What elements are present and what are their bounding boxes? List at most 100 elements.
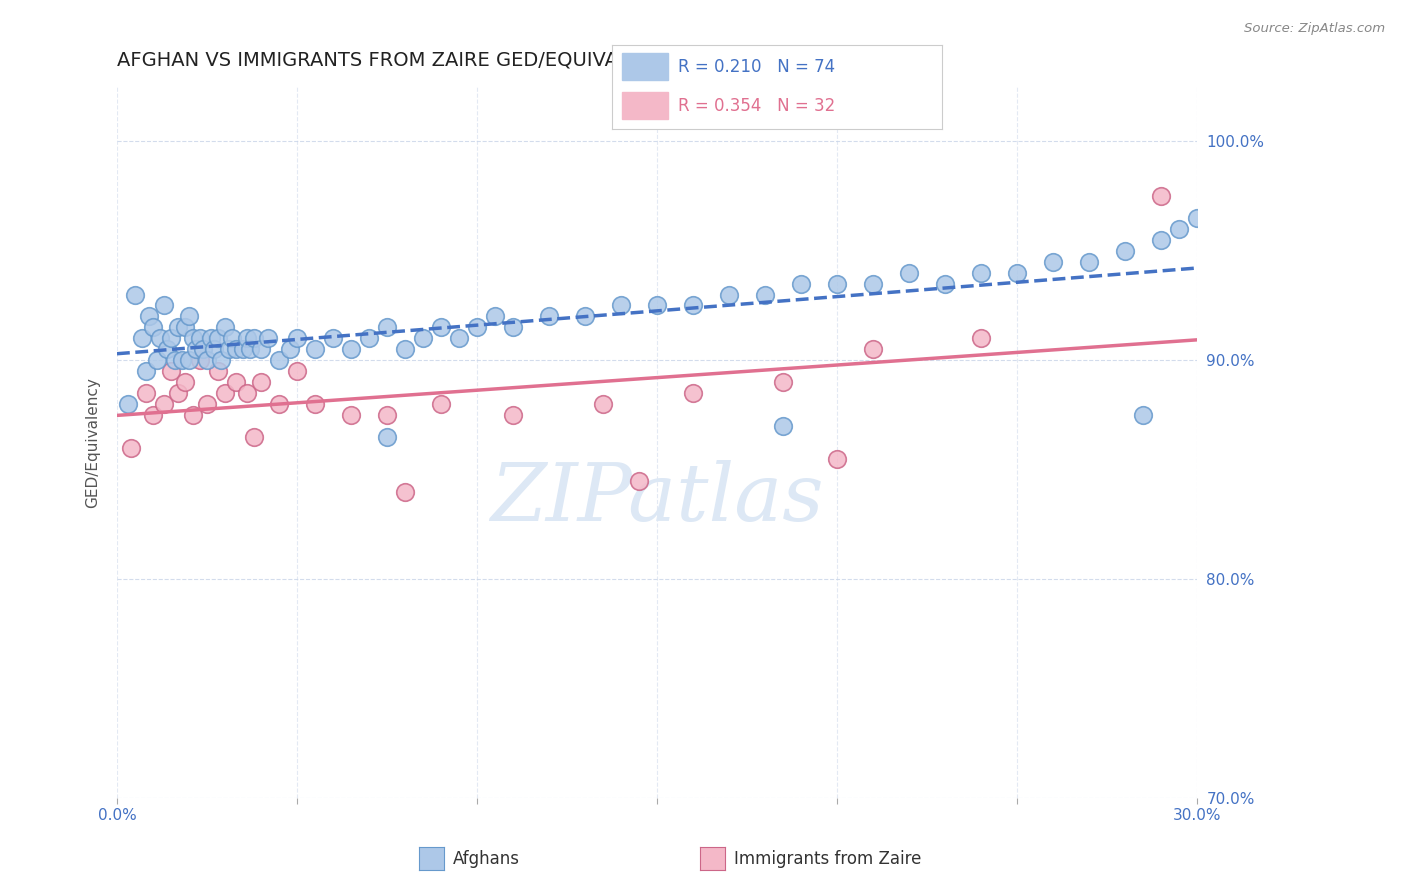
Point bbox=[225, 343, 247, 357]
Point bbox=[152, 397, 174, 411]
Point bbox=[267, 397, 290, 411]
Point bbox=[934, 277, 956, 291]
Point bbox=[135, 364, 157, 378]
Point bbox=[357, 331, 380, 345]
Point bbox=[207, 364, 229, 378]
Point bbox=[574, 310, 596, 324]
Text: Source: ZipAtlas.com: Source: ZipAtlas.com bbox=[1244, 22, 1385, 36]
Point bbox=[340, 343, 363, 357]
Point bbox=[340, 408, 363, 422]
Point bbox=[322, 331, 344, 345]
Point bbox=[138, 310, 160, 324]
Point bbox=[537, 310, 560, 324]
Point bbox=[285, 331, 308, 345]
Point bbox=[250, 343, 273, 357]
Point bbox=[257, 331, 280, 345]
Point bbox=[502, 408, 524, 422]
Point bbox=[209, 353, 232, 368]
Point bbox=[156, 343, 179, 357]
Bar bbox=[621, 54, 668, 80]
Point bbox=[502, 320, 524, 334]
Point bbox=[304, 343, 326, 357]
Point bbox=[897, 266, 920, 280]
Text: R = 0.354   N = 32: R = 0.354 N = 32 bbox=[678, 96, 835, 114]
Point bbox=[825, 451, 848, 466]
Point bbox=[412, 331, 434, 345]
Point bbox=[135, 386, 157, 401]
Point bbox=[1114, 244, 1136, 258]
Point bbox=[250, 375, 273, 389]
Point bbox=[188, 353, 211, 368]
Point bbox=[242, 331, 264, 345]
Point bbox=[195, 353, 218, 368]
Point bbox=[970, 266, 993, 280]
Point bbox=[218, 343, 240, 357]
Point bbox=[117, 397, 139, 411]
Point bbox=[170, 353, 193, 368]
Point bbox=[278, 343, 301, 357]
Point bbox=[131, 331, 153, 345]
Point bbox=[202, 343, 225, 357]
Point bbox=[214, 386, 236, 401]
Text: ZIPatlas: ZIPatlas bbox=[491, 460, 824, 538]
Point bbox=[772, 375, 794, 389]
Point bbox=[124, 287, 146, 301]
Point bbox=[235, 331, 257, 345]
Point bbox=[177, 353, 200, 368]
Text: R = 0.210   N = 74: R = 0.210 N = 74 bbox=[678, 58, 835, 76]
Point bbox=[465, 320, 488, 334]
Point bbox=[193, 343, 215, 357]
Point bbox=[149, 331, 172, 345]
Point bbox=[174, 320, 197, 334]
Point bbox=[145, 353, 167, 368]
Point bbox=[207, 331, 229, 345]
Point bbox=[174, 375, 197, 389]
Point bbox=[1042, 254, 1064, 268]
Point bbox=[186, 343, 208, 357]
Point bbox=[375, 408, 398, 422]
Point bbox=[221, 331, 243, 345]
Point bbox=[682, 298, 704, 312]
Point bbox=[825, 277, 848, 291]
Point bbox=[160, 331, 183, 345]
Point bbox=[177, 310, 200, 324]
Point bbox=[1150, 233, 1173, 247]
Point bbox=[214, 320, 236, 334]
Point bbox=[225, 375, 247, 389]
Point bbox=[152, 298, 174, 312]
Point bbox=[239, 343, 262, 357]
Text: Immigrants from Zaire: Immigrants from Zaire bbox=[734, 850, 921, 868]
Point bbox=[592, 397, 614, 411]
Point bbox=[232, 343, 254, 357]
Point bbox=[304, 397, 326, 411]
Point bbox=[1150, 189, 1173, 203]
Point bbox=[484, 310, 506, 324]
Point bbox=[167, 386, 190, 401]
Point bbox=[242, 430, 264, 444]
Point bbox=[790, 277, 813, 291]
Point bbox=[375, 320, 398, 334]
Point bbox=[167, 320, 190, 334]
Point bbox=[862, 277, 884, 291]
Point bbox=[142, 320, 165, 334]
Point bbox=[1077, 254, 1099, 268]
Point bbox=[142, 408, 165, 422]
Point bbox=[862, 343, 884, 357]
Point bbox=[1185, 211, 1208, 225]
Bar bbox=[621, 92, 668, 120]
Point bbox=[181, 408, 204, 422]
Point bbox=[1005, 266, 1028, 280]
Point bbox=[430, 320, 453, 334]
Point bbox=[120, 441, 142, 455]
Point bbox=[682, 386, 704, 401]
Point bbox=[970, 331, 993, 345]
Point bbox=[267, 353, 290, 368]
Point bbox=[772, 418, 794, 433]
Point bbox=[163, 353, 186, 368]
Point bbox=[430, 397, 453, 411]
Point bbox=[285, 364, 308, 378]
Point bbox=[754, 287, 776, 301]
Point bbox=[1167, 222, 1189, 236]
Point bbox=[610, 298, 633, 312]
Point bbox=[717, 287, 740, 301]
